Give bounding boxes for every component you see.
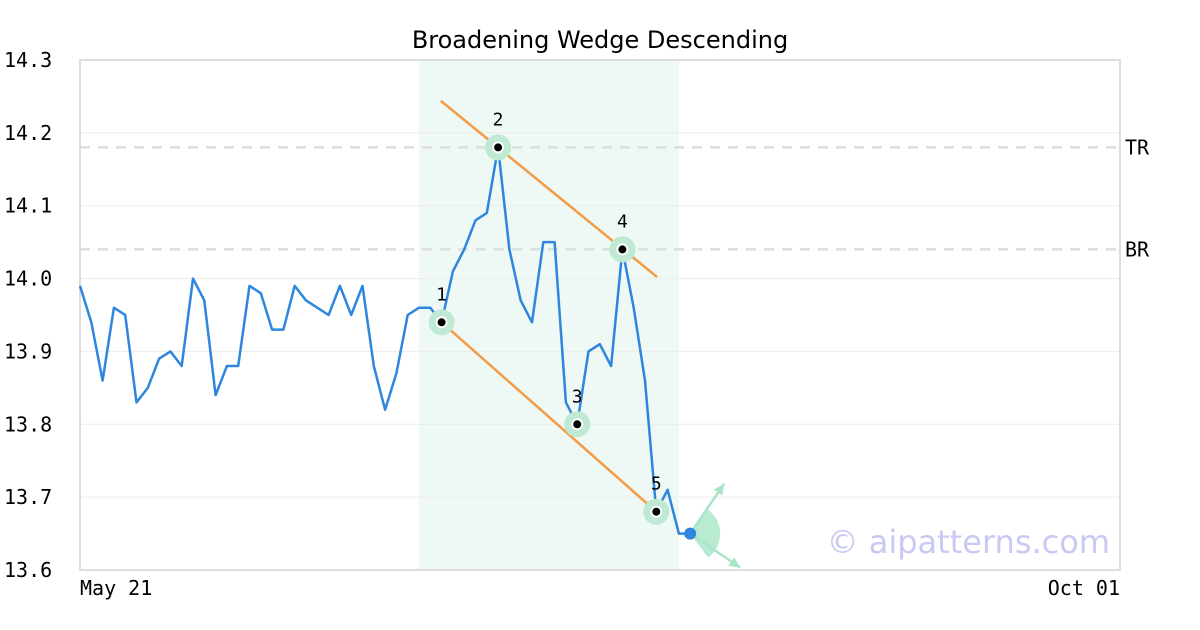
y-tick-label: 13.8 [4,412,52,436]
trend-line-lower [440,321,658,513]
y-tick-label: 14.1 [4,194,52,218]
chart-title: Broadening Wedge Descending [412,26,788,54]
pattern-point-label: 5 [651,474,662,495]
pattern-point-label: 2 [493,109,504,130]
y-tick-label: 13.9 [4,339,52,363]
reference-line-label: BR [1125,237,1150,261]
y-tick-label: 13.7 [4,485,52,509]
pattern-point-label: 1 [436,284,447,305]
breakout-arrow-head [728,557,741,568]
pattern-point [492,141,505,154]
watermark: © aipatterns.com [827,523,1110,561]
breakout-fan [690,509,721,558]
reference-lines: TR BR [80,135,1150,261]
pattern-highlight [419,60,679,570]
pattern-point-label: 4 [617,211,628,232]
pattern-point [616,243,629,256]
plot-frame [79,59,1121,571]
reference-line-label: TR [1125,135,1150,159]
y-tick-label: 14.0 [4,267,52,291]
y-tick-label: 14.3 [4,48,52,72]
x-tick-label: Oct 01 [1048,576,1120,600]
x-tick-label: May 21 [80,576,152,600]
pattern-point [650,505,663,518]
price-line [78,146,691,535]
pattern-point [571,418,584,431]
pattern-point [435,316,448,329]
current-price-marker [684,527,697,540]
pattern-point-label: 3 [572,386,583,407]
y-axis-ticks: 14.3 14.2 14.1 14.0 13.9 13.8 13.7 13.6 [4,48,52,582]
breakout-arrow-head [713,483,725,496]
gridlines [80,59,1120,571]
pattern-points: 1 2 3 4 5 [428,109,670,525]
y-tick-label: 14.2 [4,121,52,145]
breakout-arrows [689,482,741,569]
y-tick-label: 13.6 [4,558,52,582]
x-axis-ticks: May 21 Oct 01 [80,576,1120,600]
